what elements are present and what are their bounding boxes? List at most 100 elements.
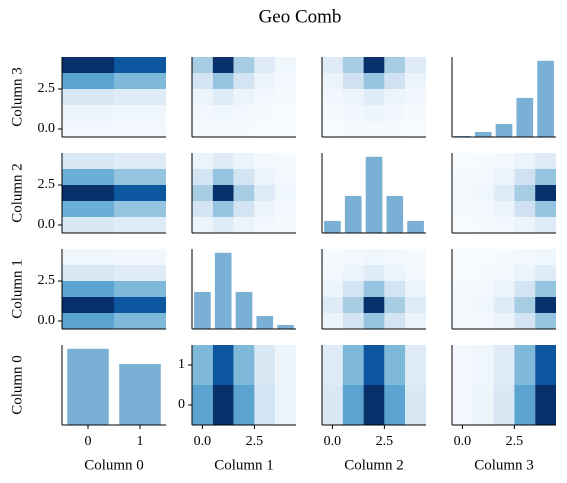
heatmap-cell [192, 153, 213, 169]
heatmap-cell [535, 265, 556, 281]
heatmap-cell [212, 153, 234, 169]
heatmap-cell [493, 217, 515, 233]
heatmap-cell [212, 345, 234, 385]
heatmap-cell [322, 297, 343, 313]
heatmap-cell [384, 265, 406, 281]
heatmap-cell [342, 385, 364, 425]
heatmap-cell [405, 105, 426, 121]
heatmap-cell [192, 105, 213, 121]
heatmap-cell [472, 265, 494, 281]
heatmap-cell [254, 105, 276, 121]
chart-title: Geo Comb [259, 6, 342, 27]
heatmap-cell [363, 345, 385, 385]
heatmap-cell [514, 313, 536, 329]
heatmap-cell [275, 57, 296, 73]
heatmap-cell [342, 345, 364, 385]
panel [321, 153, 426, 234]
heatmap-cell [62, 313, 114, 329]
x-tick-label: 2.5 [376, 434, 394, 449]
heatmap-cell [514, 153, 536, 169]
heatmap-cell [363, 313, 385, 329]
heatmap-cell [363, 281, 385, 297]
heatmap-cell [493, 313, 515, 329]
x-tick-label: 2.5 [506, 434, 524, 449]
heatmap-cell [363, 297, 385, 313]
heatmap-cell [322, 121, 343, 137]
heatmap-cell [472, 201, 494, 217]
heatmap-cell [514, 185, 536, 201]
heatmap-cell [114, 297, 166, 313]
panel: 0.0 2.5 [38, 153, 166, 234]
heatmap-cell [114, 153, 166, 169]
heatmap-cell [114, 201, 166, 217]
heatmap-cell [342, 265, 364, 281]
heatmap-cell [405, 345, 426, 385]
bar [495, 123, 513, 137]
bar [256, 315, 274, 329]
heatmap-cell [233, 57, 255, 73]
heatmap-cell [212, 57, 234, 73]
heatmap-cell [514, 265, 536, 281]
heatmap-cell [62, 121, 114, 137]
y-tick-label: 0 [178, 397, 185, 412]
x-tick-label: 0.0 [454, 434, 472, 449]
heatmap-cell [452, 281, 473, 297]
heatmap-cell [472, 385, 494, 425]
y-axis-label: Column 2 [9, 163, 25, 223]
heatmap-cell [254, 153, 276, 169]
heatmap-cell [363, 121, 385, 137]
heatmap-cell [342, 121, 364, 137]
heatmap-cell [384, 297, 406, 313]
heatmap-cell [322, 345, 343, 385]
heatmap-cell [254, 385, 276, 425]
y-axis-label: Column 0 [9, 355, 25, 415]
heatmap-cell [254, 345, 276, 385]
heatmap-cell [363, 57, 385, 73]
heatmap-cell [493, 201, 515, 217]
heatmap-cell [192, 121, 213, 137]
heatmap-cell [233, 89, 255, 105]
heatmap-cell [342, 297, 364, 313]
heatmap-cell [472, 185, 494, 201]
y-axis-label: Column 1 [9, 259, 25, 319]
heatmap-cell [514, 385, 536, 425]
heatmap-cell [493, 265, 515, 281]
heatmap-cell [452, 345, 473, 385]
bar [474, 131, 492, 137]
heatmap-cell [114, 169, 166, 185]
heatmap-cell [342, 313, 364, 329]
bar [194, 291, 211, 329]
heatmap-cell [254, 169, 276, 185]
heatmap-cell [452, 297, 473, 313]
heatmap-cell [254, 121, 276, 137]
heatmap-cell [62, 89, 114, 105]
bar [235, 291, 253, 329]
heatmap-cell [233, 169, 255, 185]
x-tick-label: 0.0 [324, 434, 342, 449]
bar [386, 195, 404, 233]
heatmap-cell [275, 169, 296, 185]
heatmap-cell [233, 121, 255, 137]
bar [344, 195, 362, 233]
heatmap-cell [62, 169, 114, 185]
heatmap-cell [212, 121, 234, 137]
heatmap-cell [212, 105, 234, 121]
heatmap-cell [254, 201, 276, 217]
bar [365, 156, 383, 233]
y-tick-label: 0.0 [38, 121, 56, 136]
heatmap-cell [405, 57, 426, 73]
heatmap-cell [62, 153, 114, 169]
panel: 0.0 2.5 [38, 249, 166, 330]
heatmap-cell [514, 281, 536, 297]
heatmap-cell [384, 57, 406, 73]
bar [119, 364, 161, 425]
heatmap-cell [472, 217, 494, 233]
bar [214, 252, 232, 329]
y-tick-label: 2.5 [38, 81, 56, 96]
heatmap-cell [514, 217, 536, 233]
heatmap-cell [212, 201, 234, 217]
heatmap-cell [384, 281, 406, 297]
heatmap-cell [114, 249, 166, 265]
heatmap-cell [472, 249, 494, 265]
panel: 0.0 2.5 Column 2 [321, 345, 426, 473]
